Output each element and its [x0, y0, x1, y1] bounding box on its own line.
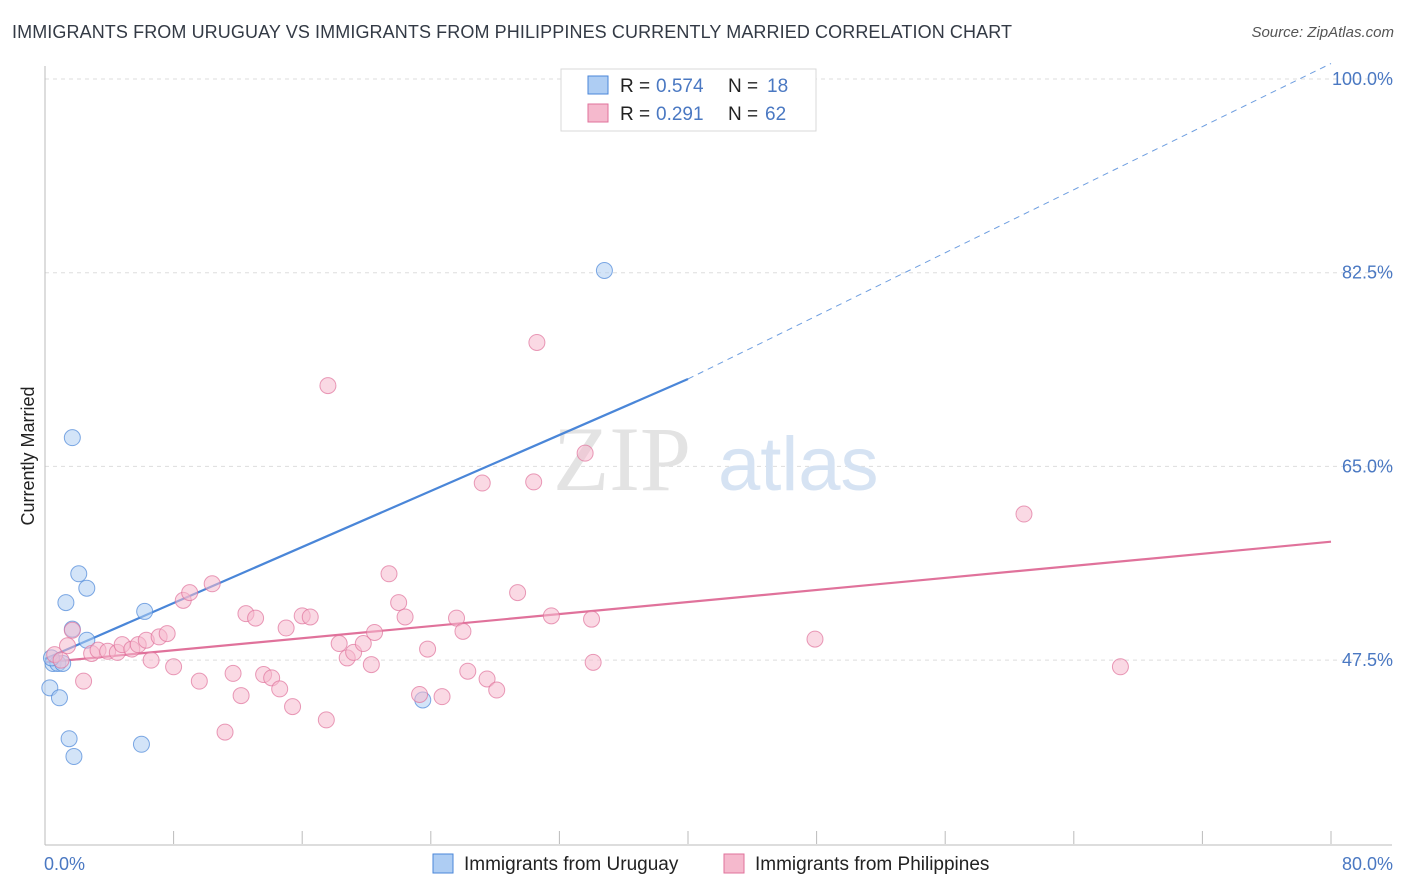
y-tick-label-3: 100.0% — [1332, 69, 1393, 89]
y-tick-label-1: 65.0% — [1342, 456, 1393, 476]
point-philippines-21 — [216, 723, 234, 741]
data-points — [41, 262, 1129, 765]
point-philippines-46 — [433, 688, 451, 706]
point-philippines-59 — [584, 653, 602, 671]
point-philippines-45 — [419, 640, 437, 658]
y-axis-label: Currently Married — [18, 386, 38, 525]
point-philippines-58 — [583, 610, 601, 628]
point-philippines-22 — [224, 664, 242, 682]
chart-title: IMMIGRANTS FROM URUGUAY VS IMMIGRANTS FR… — [12, 22, 1013, 42]
point-uruguay-10 — [57, 594, 75, 612]
point-uruguay-9 — [78, 579, 96, 597]
point-philippines-19 — [190, 672, 208, 690]
point-philippines-32 — [301, 608, 319, 626]
legend-n-value-uruguay: 18 — [767, 76, 788, 97]
point-philippines-50 — [473, 474, 491, 492]
point-philippines-48 — [454, 622, 472, 640]
legend-swatch-uruguay — [587, 75, 609, 95]
grid-lines — [45, 78, 1392, 661]
y-tick-labels: 47.5% 65.0% 82.5% 100.0% — [1332, 69, 1393, 670]
point-philippines-1 — [52, 651, 70, 669]
watermark: ZIP atlas — [553, 408, 879, 510]
x-tick-label-0: 0.0% — [44, 854, 85, 874]
point-philippines-38 — [354, 635, 372, 653]
axes — [44, 66, 1392, 846]
bottom-legend-label-uruguay: Immigrants from Uruguay — [464, 854, 679, 875]
point-philippines-30 — [284, 698, 302, 716]
point-philippines-28 — [271, 680, 289, 698]
point-uruguay-8 — [70, 565, 88, 583]
point-philippines-62 — [1111, 658, 1129, 676]
point-philippines-4 — [75, 672, 93, 690]
bottom-legend-swatch-philippines — [723, 853, 745, 874]
point-philippines-60 — [806, 630, 824, 648]
legend-n-label-philippines: N = — [728, 104, 758, 125]
point-uruguay-15 — [595, 262, 613, 279]
bottom-legend-swatch-uruguay — [432, 853, 454, 874]
trend-line-uruguay-extension — [687, 63, 1332, 380]
point-philippines-23 — [232, 687, 250, 705]
point-philippines-40 — [366, 623, 384, 641]
point-uruguay-13 — [136, 602, 154, 620]
watermark-zip: ZIP — [553, 408, 691, 510]
source-label: Source: ZipAtlas.com — [1251, 24, 1394, 41]
y-tick-label-2: 82.5% — [1342, 263, 1393, 283]
bottom-legend-label-philippines: Immigrants from Philippines — [755, 854, 989, 875]
point-philippines-25 — [247, 609, 265, 627]
point-philippines-61 — [1015, 505, 1033, 523]
x-tick-labels: 0.0% 80.0% — [44, 854, 1393, 874]
point-philippines-3 — [63, 621, 81, 639]
point-philippines-49 — [459, 662, 477, 680]
point-uruguay-14 — [132, 735, 150, 753]
bottom-legend: Immigrants from Uruguay Immigrants from … — [432, 853, 989, 875]
trend-line-philippines — [44, 540, 1332, 664]
point-uruguay-5 — [60, 730, 78, 748]
point-philippines-52 — [488, 681, 506, 699]
point-philippines-42 — [390, 594, 408, 612]
legend-n-label-uruguay: N = — [728, 76, 758, 97]
point-philippines-34 — [319, 377, 337, 395]
x-tick-label-1: 80.0% — [1342, 854, 1393, 874]
point-philippines-29 — [277, 619, 295, 637]
point-philippines-20 — [203, 575, 221, 593]
point-philippines-55 — [528, 333, 546, 351]
watermark-atlas: atlas — [718, 422, 879, 507]
legend-r-label-philippines: R = — [620, 104, 650, 125]
point-philippines-18 — [181, 584, 199, 602]
point-philippines-13 — [142, 651, 160, 669]
legend-r-value-uruguay: 0.574 — [656, 76, 704, 97]
legend-n-value-philippines: 62 — [765, 104, 786, 125]
legend-r-value-philippines: 0.291 — [656, 104, 704, 125]
point-philippines-39 — [362, 656, 380, 674]
point-philippines-2 — [59, 637, 77, 655]
point-philippines-56 — [542, 607, 560, 625]
point-philippines-44 — [411, 685, 429, 703]
point-philippines-16 — [165, 658, 183, 676]
legend-box: R = 0.574 N = 18 R = 0.291 N = 62 — [560, 68, 817, 132]
point-philippines-41 — [380, 565, 398, 583]
y-tick-label-0: 47.5% — [1342, 650, 1393, 670]
point-philippines-53 — [509, 584, 527, 602]
point-uruguay-4 — [50, 689, 68, 707]
point-philippines-15 — [158, 625, 176, 643]
point-philippines-33 — [317, 711, 335, 729]
trend-lines — [44, 63, 1332, 664]
point-philippines-57 — [576, 444, 594, 462]
point-philippines-43 — [396, 608, 414, 626]
point-philippines-35 — [330, 635, 348, 653]
point-philippines-51 — [478, 670, 496, 688]
point-philippines-54 — [525, 473, 543, 491]
legend-r-label-uruguay: R = — [620, 76, 650, 97]
point-uruguay-7 — [63, 429, 81, 447]
legend-swatch-philippines — [587, 103, 609, 123]
point-uruguay-6 — [65, 747, 83, 765]
